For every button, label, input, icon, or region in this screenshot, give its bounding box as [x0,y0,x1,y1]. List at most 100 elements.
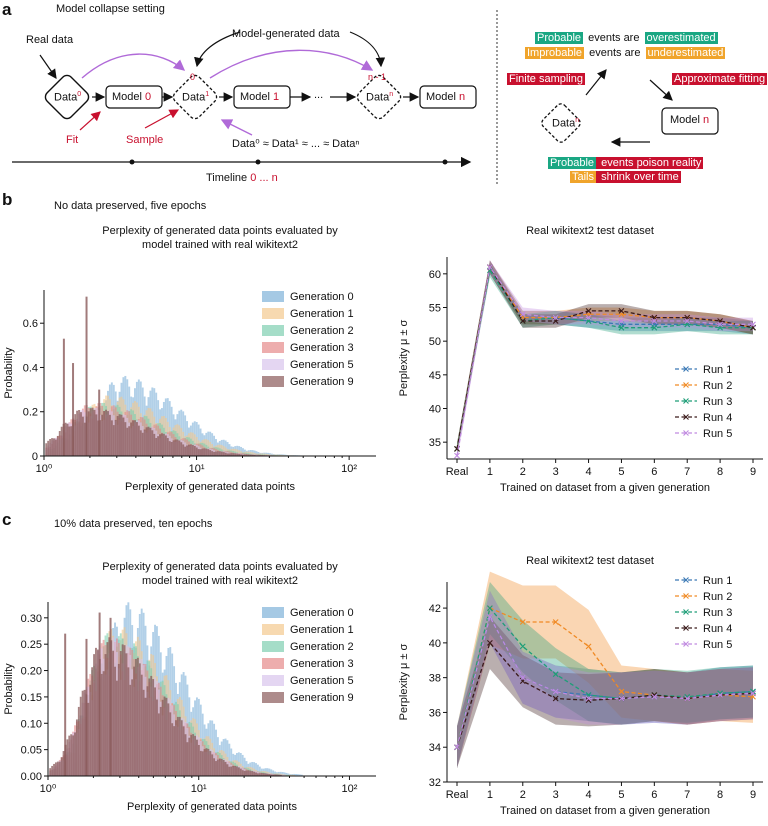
y-tick-label: 32 [429,777,441,789]
hist-bar [114,666,116,776]
hist-bar [234,765,237,776]
hist-bar [133,666,136,776]
y-tick-label: 40 [429,638,441,650]
hist-bar [129,684,132,776]
hist-bar [134,420,136,456]
hist-bar [296,774,299,776]
hist-bar [93,409,96,456]
hist-bar [170,441,173,456]
hist-bar [260,773,263,776]
point-run-2 [618,688,625,695]
hist-bar [256,764,259,776]
legend-label-4: Run 4 [703,412,732,424]
hist-bar [114,419,117,456]
legend-label-2: Run 2 [703,380,732,392]
hist-bar [102,671,105,776]
hist-bar [226,764,229,776]
hist-bar [139,430,142,456]
legend-swatch-5 [262,376,284,387]
hist-bar [216,451,219,456]
y-tick-label: 36 [429,707,441,719]
point-run-5 [454,452,460,459]
line-run-5 [456,265,753,456]
hist-bar [159,706,162,776]
hist-bar [283,774,286,776]
hist-bar [159,434,162,456]
hist-bar [268,774,271,776]
hist-bar [66,739,69,776]
hist-bar [87,411,90,456]
hist-bar [215,761,217,776]
hist-bar [146,686,149,776]
hist-bar [120,414,123,456]
y-tick-label: 42 [429,603,441,615]
y-tick-label: 40 [429,404,441,416]
hist-bar [195,739,198,776]
hist-bar [249,454,252,456]
hist-bar [157,436,160,456]
point-run-5 [750,321,756,328]
hist-bar [213,435,216,456]
legend-swatch-3 [262,342,284,353]
hist-bar [226,442,229,456]
line-run-4 [456,641,754,748]
legend-swatch-3 [262,658,284,669]
x-tick-label: 1 [487,789,493,801]
hist-bar [242,448,244,456]
legend-label-1: Generation 1 [290,308,354,320]
hist-bar [220,451,223,456]
hist-bar [194,735,196,776]
hist-bar [138,663,141,776]
legend-marker-5 [683,430,689,436]
hist-bar [232,453,235,456]
point-run-4 [486,639,493,646]
line-run-3 [456,268,753,450]
hist-bar [53,763,56,776]
hist-spike-2 [98,612,101,776]
hist-bar [81,690,84,776]
x-tick-label: 10⁰ [36,463,53,475]
hist-bar [293,774,296,776]
hist-bar [245,454,248,456]
hist-bar [175,720,177,776]
hist-bar [258,766,261,776]
point-run-5 [552,314,559,321]
hist-bar [142,689,145,776]
model0-label: Model 0 [112,91,152,103]
y-tick-label: 50 [429,336,441,348]
hist-bar [236,453,239,456]
hist-bar [161,699,164,776]
panel-c-histogram: 10⁰ 10¹ 10² 0.00 0.05 0.10 0.15 0.20 0.25 0.30 Per… [3,602,376,813]
hist-bar [272,770,275,776]
right-datan-label: Datan [552,117,580,130]
hist-bar [186,742,189,776]
hist-bar [178,440,181,456]
right-line3: Probable events poison reality [548,157,704,169]
hist-bar [298,774,301,776]
hist-bar [149,427,152,456]
right-modeln-label: Model n [670,114,710,126]
legend-label-4: Generation 5 [290,359,354,371]
hist-bar [173,726,176,776]
hist-bar [247,454,250,456]
hist-bar [182,726,185,776]
hist-bar [285,774,288,776]
hist-bar [255,772,257,776]
hist-bar [80,412,82,456]
hist-bar [180,720,183,776]
model1-label: Model 1 [240,91,280,103]
hist-bar [47,440,50,456]
point-run-5 [717,692,723,698]
hist-bar [135,658,137,776]
hist-bar [70,734,73,776]
x-tick-label: 10¹ [189,463,205,475]
legend-label-5: Generation 9 [290,376,354,388]
hist-bar [189,444,192,456]
hist-bar [251,454,254,456]
legend-label-3: Run 3 [703,396,732,408]
hist-bar [222,452,225,456]
line-run-3 [456,606,754,748]
hist-bar [239,768,242,776]
band-run-4 [457,616,753,769]
